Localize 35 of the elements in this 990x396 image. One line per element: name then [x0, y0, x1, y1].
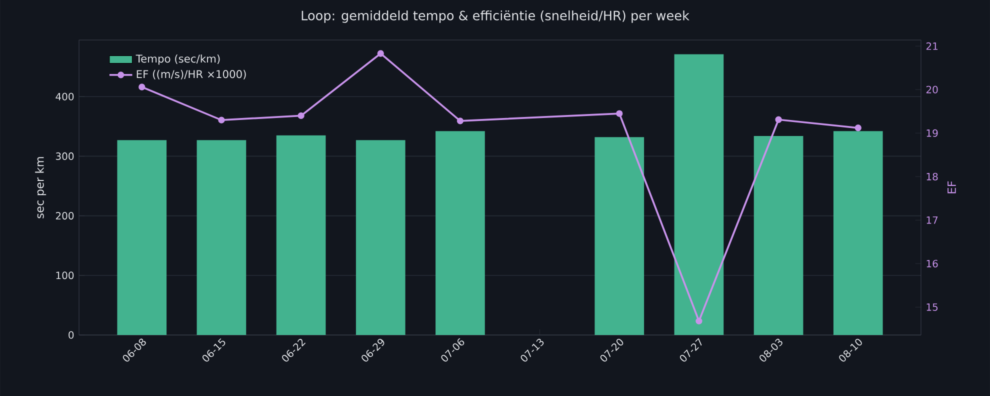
point [138, 84, 146, 90]
y2-axis-title: EF [948, 181, 956, 194]
y-tick-label: 200 [56, 212, 74, 220]
chart-title: Loop: gemiddeld tempo & efficiëntie (snelheid/HR) per week [302, 10, 690, 23]
y-tick-label: 0 [68, 331, 74, 339]
point [696, 318, 702, 324]
bar [833, 131, 883, 335]
y-tick-label: 100 [56, 272, 74, 280]
y-tick-label: 300 [56, 152, 74, 160]
bar [196, 140, 246, 335]
y2-tick-label: 18 [926, 172, 938, 180]
y2-tick-label: 17 [926, 216, 938, 224]
y2-tick-label: 19 [926, 129, 938, 137]
point [377, 50, 384, 57]
bar [594, 137, 644, 335]
y-tick-label: 400 [56, 92, 74, 100]
legend-label: EF ((m/s)/HR ×1000) [136, 70, 246, 80]
point [616, 110, 623, 117]
bar [436, 131, 485, 335]
legend-label: Tempo (sec/km) [136, 54, 220, 65]
y-axis-title: sec per km [35, 157, 46, 218]
bar [117, 140, 167, 335]
point [456, 118, 464, 124]
bar [356, 140, 406, 335]
point [775, 116, 782, 123]
bar [754, 136, 804, 335]
y2-tick-label: 15 [926, 303, 938, 311]
y2-tick-label: 16 [926, 260, 938, 268]
y2-tick-label: 20 [926, 86, 938, 94]
y2-tick-label: 21 [926, 42, 938, 50]
bar [276, 135, 326, 335]
point [854, 124, 862, 132]
point [298, 112, 304, 120]
point [218, 116, 225, 124]
bar [674, 54, 724, 335]
